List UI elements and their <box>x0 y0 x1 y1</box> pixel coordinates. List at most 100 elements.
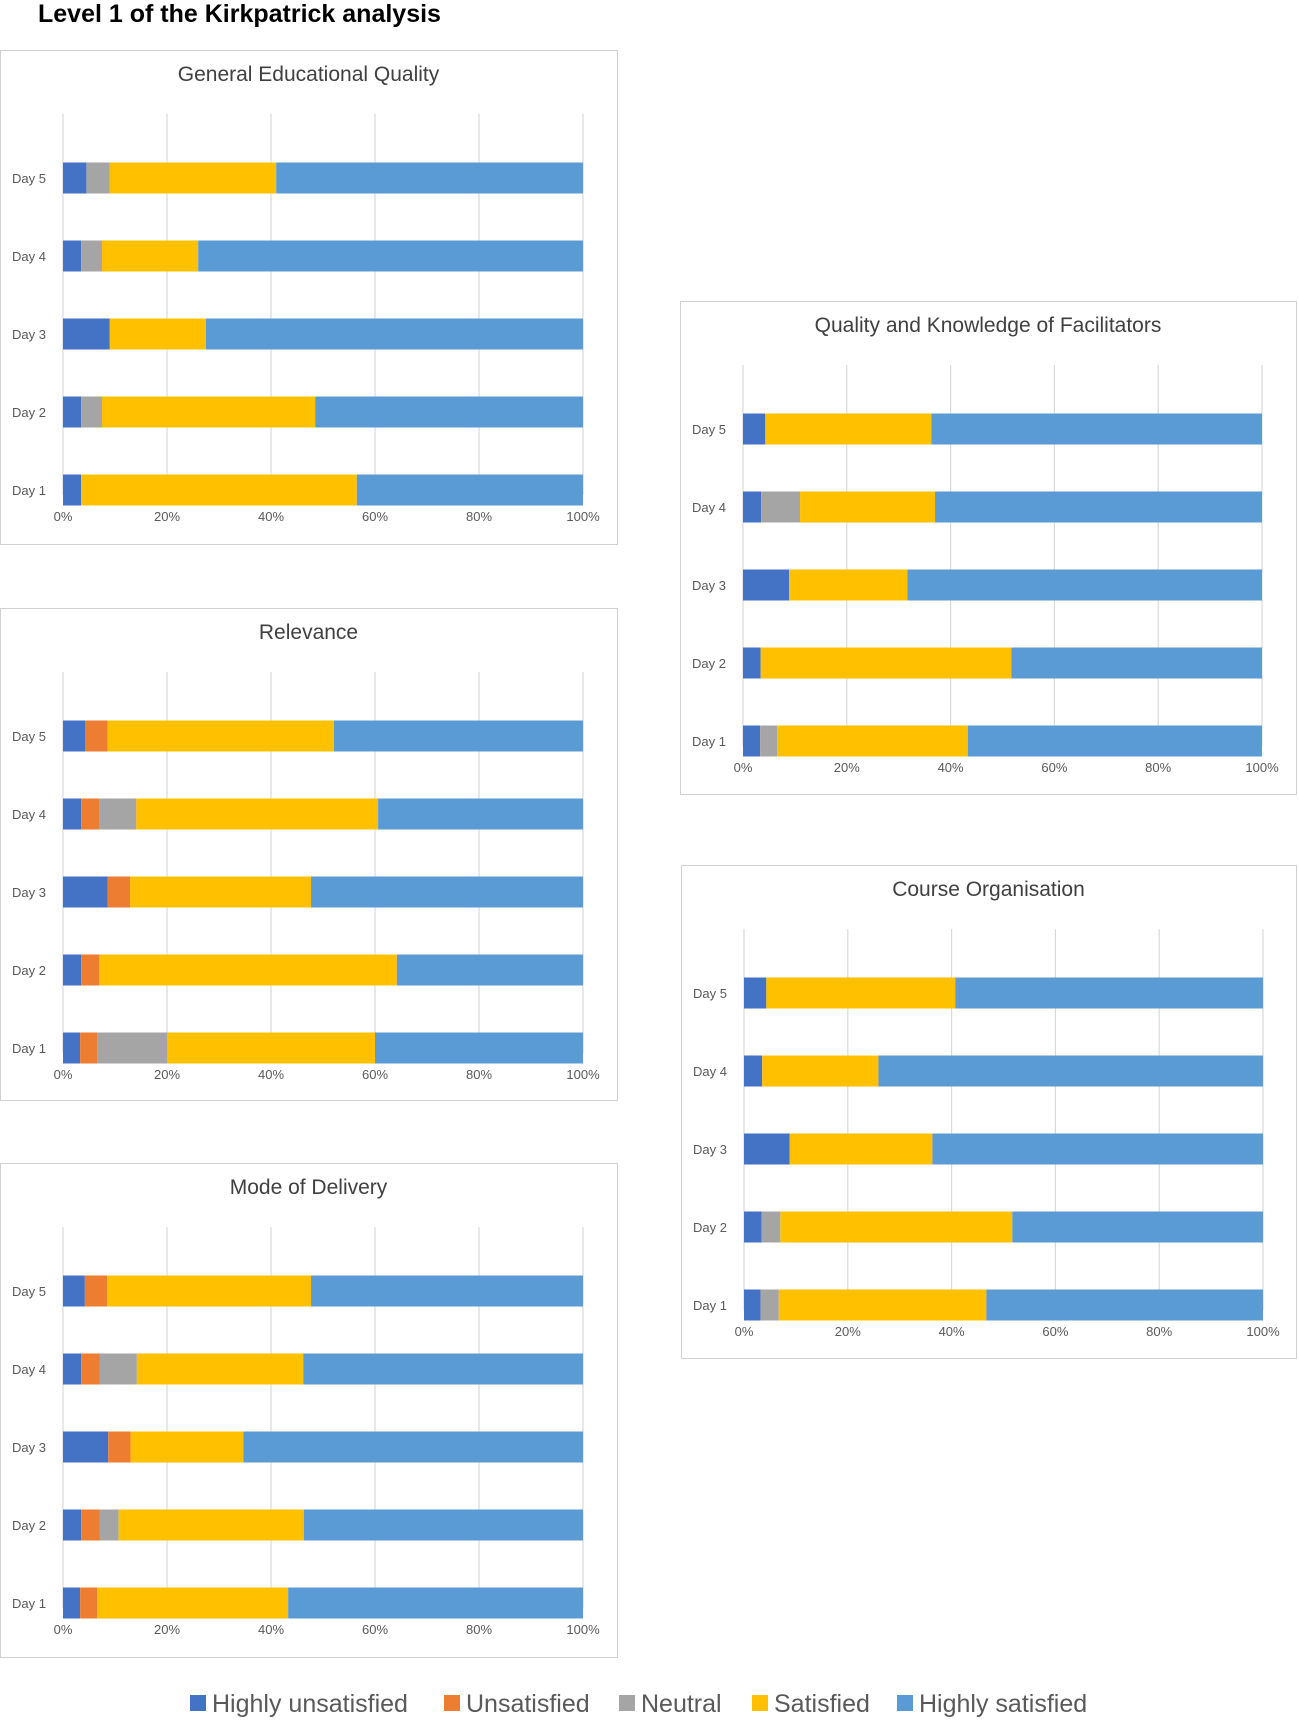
legend-swatch-unsatisfied <box>444 1695 460 1711</box>
bar-segment-satisfied-day-2 <box>118 1509 304 1541</box>
bar-segment-highly-unsatisfied-day-5 <box>63 720 86 752</box>
y-category-label: Day 2 <box>692 656 726 671</box>
bar-segment-satisfied-day-4 <box>800 491 936 523</box>
bar-segment-satisfied-day-2 <box>780 1211 1013 1243</box>
bar-segment-satisfied-day-4 <box>102 240 199 272</box>
bar-segment-highly-satisfied-day-4 <box>198 240 583 272</box>
x-tick-label: 40% <box>939 1324 965 1339</box>
x-tick-label: 100% <box>1245 760 1279 775</box>
y-category-label: Day 3 <box>693 1142 727 1157</box>
x-tick-label: 60% <box>362 1622 388 1637</box>
bar-segment-satisfied-day-5 <box>766 977 956 1009</box>
x-tick-label: 60% <box>362 509 388 524</box>
legend-label-unsatisfied: Unsatisfied <box>466 1690 590 1718</box>
legend-label-highly-satisfied: Highly satisfied <box>919 1690 1087 1718</box>
bar-segment-neutral-day-4 <box>761 491 801 523</box>
bar-segment-neutral-day-2 <box>761 1211 781 1243</box>
y-category-label: Day 2 <box>693 1220 727 1235</box>
bar-segment-highly-unsatisfied-day-2 <box>63 396 82 428</box>
bar-segment-highly-unsatisfied-day-1 <box>63 1032 81 1064</box>
y-category-label: Day 5 <box>692 422 726 437</box>
y-category-label: Day 5 <box>12 1284 46 1299</box>
bar-segment-highly-unsatisfied-day-1 <box>63 1587 81 1619</box>
bar-segment-unsatisfied-day-3 <box>108 1431 131 1463</box>
bar-segment-highly-unsatisfied-day-4 <box>743 491 762 523</box>
bar-segment-neutral-day-1 <box>760 1289 779 1321</box>
chart-panel-relevance: Relevance 0% 20% 40% 60% 80% 100% Day 5 Day 4 Day… <box>0 608 618 1101</box>
bar-segment-satisfied-day-5 <box>109 162 277 194</box>
y-category-label: Day 1 <box>12 483 46 498</box>
y-category-label: Day 3 <box>12 1440 46 1455</box>
bar-segment-highly-satisfied-day-2 <box>1011 647 1262 679</box>
bar-segment-satisfied-day-2 <box>760 647 1012 679</box>
bar-segment-highly-unsatisfied-day-4 <box>63 1353 82 1385</box>
bar-segment-unsatisfied-day-4 <box>81 798 100 830</box>
legend-swatch-neutral <box>619 1695 635 1711</box>
bar-segment-satisfied-day-3 <box>789 1133 933 1165</box>
chart-mode-of-delivery: Mode of Delivery 0% 20% 40% 60% 80% 100% Day 5 D… <box>12 1176 600 1637</box>
chart-title: Relevance <box>259 621 358 644</box>
page-title: Level 1 of the Kirkpatrick analysis <box>38 0 441 28</box>
y-category-label: Day 4 <box>693 1064 727 1079</box>
chart-panel-mode-of-delivery: Mode of Delivery 0% 20% 40% 60% 80% 100% Day 5 D… <box>0 1163 618 1658</box>
bar-segment-highly-unsatisfied-day-4 <box>63 798 82 830</box>
legend-swatch-satisfied <box>752 1695 768 1711</box>
bar-segment-highly-satisfied-day-5 <box>931 413 1262 445</box>
x-tick-label: 0% <box>54 509 73 524</box>
bar-segment-satisfied-day-5 <box>107 1275 312 1307</box>
bar-segment-neutral-day-2 <box>99 1509 119 1541</box>
chart-quality-and-knowledge-of-facilitators: Quality and Knowledge of Facilitators 0% 2… <box>692 314 1279 775</box>
x-tick-label: 80% <box>1146 1324 1172 1339</box>
y-category-label: Day 3 <box>692 578 726 593</box>
x-tick-label: 20% <box>834 760 860 775</box>
bar-segment-highly-unsatisfied-day-4 <box>63 240 82 272</box>
bar-segment-highly-satisfied-day-3 <box>243 1431 583 1463</box>
bar-segment-highly-satisfied-day-1 <box>967 725 1262 757</box>
bar-segment-highly-satisfied-day-5 <box>955 977 1263 1009</box>
bar-segment-highly-unsatisfied-day-5 <box>743 413 766 445</box>
bar-segment-highly-satisfied-day-3 <box>311 876 583 908</box>
x-tick-label: 60% <box>1041 760 1067 775</box>
bar-segment-satisfied-day-1 <box>167 1032 375 1064</box>
bar-segment-unsatisfied-day-2 <box>81 954 100 986</box>
bar-segment-highly-satisfied-day-4 <box>303 1353 583 1385</box>
chart-title: Course Organisation <box>892 878 1085 901</box>
bar-segment-unsatisfied-day-2 <box>81 1509 100 1541</box>
x-tick-label: 100% <box>566 1622 600 1637</box>
chart-relevance: Relevance 0% 20% 40% 60% 80% 100% Day 5 Day 4 Day… <box>12 621 600 1082</box>
bar-segment-highly-unsatisfied-day-2 <box>743 647 761 679</box>
x-tick-label: 100% <box>566 509 600 524</box>
y-category-label: Day 5 <box>12 729 46 744</box>
legend-swatch-highly-satisfied <box>897 1695 913 1711</box>
bar-segment-highly-satisfied-day-3 <box>206 318 583 350</box>
bar-segment-neutral-day-4 <box>81 240 102 272</box>
x-tick-label: 40% <box>258 509 284 524</box>
bar-segment-highly-unsatisfied-day-2 <box>744 1211 762 1243</box>
bar-segment-highly-satisfied-day-1 <box>986 1289 1263 1321</box>
bar-segment-satisfied-day-5 <box>765 413 932 445</box>
y-category-label: Day 4 <box>12 1362 46 1377</box>
bar-segment-highly-unsatisfied-day-3 <box>63 876 108 908</box>
bar-segment-satisfied-day-4 <box>136 1353 304 1385</box>
y-category-label: Day 1 <box>12 1596 46 1611</box>
chart-general-educational-quality: General Educational Quality 0% 20% 40% 60% 80… <box>12 63 600 524</box>
chart-title: Quality and Knowledge of Facilitators <box>815 314 1162 337</box>
legend-label-neutral: Neutral <box>641 1690 722 1718</box>
bar-segment-highly-satisfied-day-3 <box>907 569 1262 601</box>
x-tick-label: 40% <box>258 1622 284 1637</box>
bar-segment-highly-satisfied-day-4 <box>878 1055 1263 1087</box>
bar-segment-highly-unsatisfied-day-3 <box>63 318 110 350</box>
x-tick-label: 80% <box>466 509 492 524</box>
chart-title: Mode of Delivery <box>230 1176 388 1199</box>
x-tick-label: 20% <box>154 1622 180 1637</box>
x-tick-label: 20% <box>154 509 180 524</box>
bar-segment-highly-unsatisfied-day-1 <box>63 474 82 506</box>
x-tick-label: 60% <box>1042 1324 1068 1339</box>
bar-segment-satisfied-day-1 <box>778 1289 987 1321</box>
bar-segment-highly-satisfied-day-5 <box>333 720 583 752</box>
x-tick-label: 0% <box>734 760 753 775</box>
y-category-label: Day 4 <box>12 807 46 822</box>
bar-segment-unsatisfied-day-5 <box>85 720 108 752</box>
bar-segment-highly-unsatisfied-day-3 <box>744 1133 790 1165</box>
bar-segment-highly-unsatisfied-day-5 <box>744 977 767 1009</box>
